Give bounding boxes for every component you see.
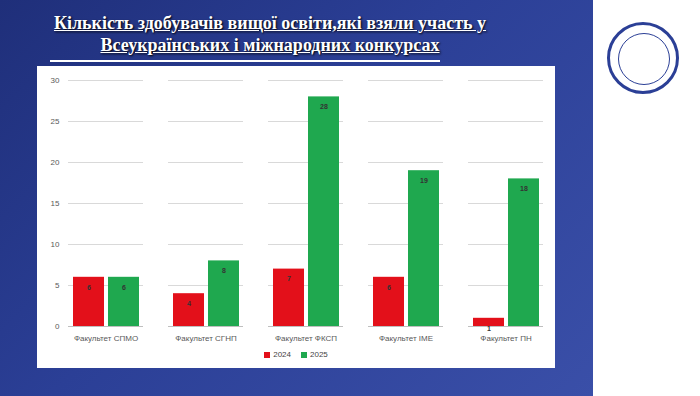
svg-text:15: 15 [51, 199, 60, 208]
svg-text:Факультет ФКСП: Факультет ФКСП [275, 334, 337, 343]
svg-text:Факультет СГНП: Факультет СГНП [175, 334, 237, 343]
svg-text:6: 6 [387, 284, 391, 291]
svg-text:Факультет ПН: Факультет ПН [480, 334, 532, 343]
svg-text:7: 7 [287, 275, 291, 282]
html-text:2025: 2025 [310, 350, 328, 359]
svg-text:0: 0 [55, 322, 60, 331]
svg-text:4: 4 [187, 300, 191, 307]
svg-text:6: 6 [87, 284, 91, 291]
svg-text:10: 10 [51, 240, 60, 249]
svg-text:5: 5 [55, 281, 60, 290]
svg-text:8: 8 [222, 267, 226, 274]
svg-text:28: 28 [320, 103, 328, 110]
svg-text:1: 1 [487, 325, 491, 332]
svg-text:25: 25 [51, 117, 60, 126]
svg-text:18: 18 [520, 185, 528, 192]
svg-text:6: 6 [122, 284, 126, 291]
html-text:Кількість здобувачів вищої осв: Кількість здобувачів вищої освіти,які вз… [54, 13, 486, 55]
svg-text:Факультет СПМО: Факультет СПМО [74, 334, 138, 343]
html-text:2024: 2024 [273, 350, 291, 359]
svg-text:19: 19 [420, 177, 428, 184]
svg-text:Факультет ІМЕ: Факультет ІМЕ [379, 334, 433, 343]
svg-text:30: 30 [51, 76, 60, 85]
svg-text:20: 20 [51, 158, 60, 167]
